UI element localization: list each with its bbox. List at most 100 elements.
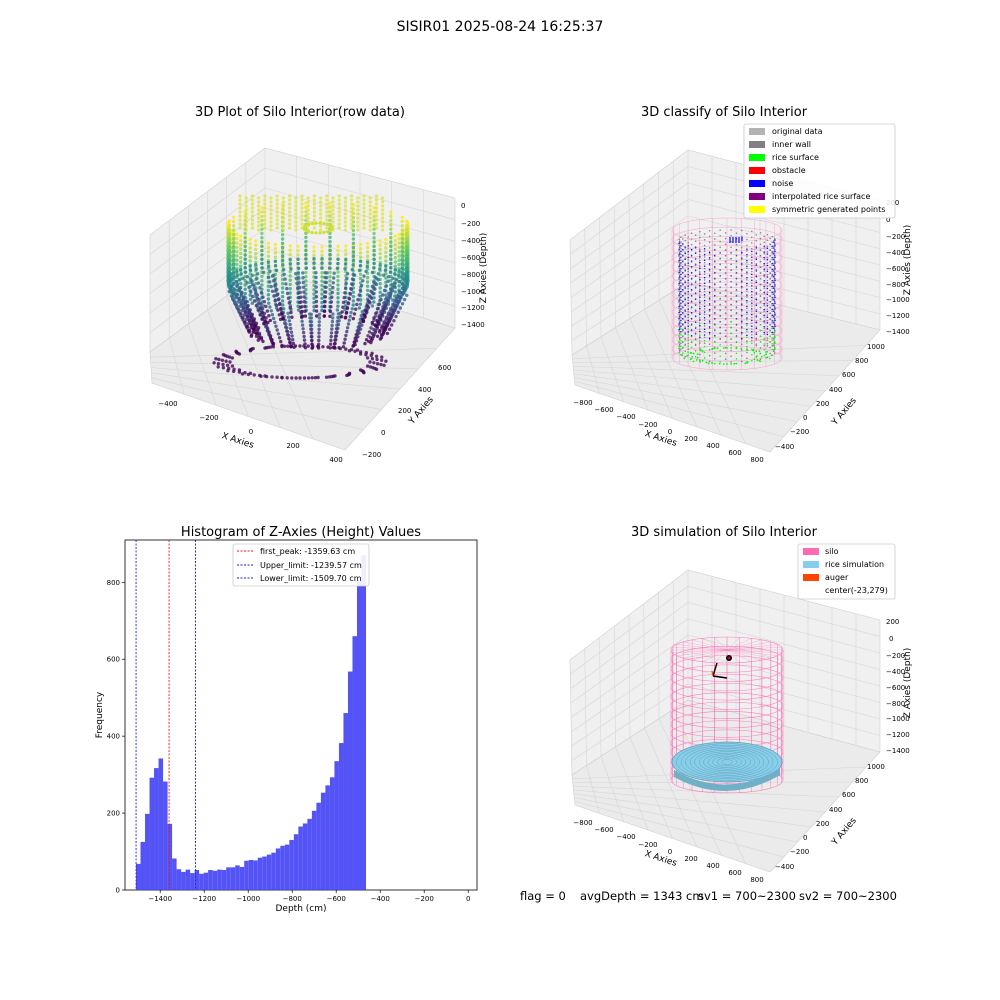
point — [680, 273, 682, 276]
point — [384, 242, 388, 246]
point — [389, 314, 394, 318]
point — [699, 236, 701, 239]
point — [678, 309, 681, 311]
point — [380, 355, 384, 359]
grid-line — [188, 323, 217, 406]
point — [763, 274, 765, 276]
point — [741, 246, 743, 249]
grid-line — [571, 683, 689, 761]
point — [755, 320, 758, 322]
point — [220, 358, 225, 362]
point — [393, 234, 397, 238]
silo-roof-line — [726, 649, 771, 659]
point — [678, 290, 680, 292]
point — [372, 240, 376, 244]
point — [755, 281, 758, 284]
point — [316, 375, 320, 380]
point — [306, 204, 310, 208]
point — [338, 346, 342, 351]
point — [703, 259, 706, 262]
point — [402, 288, 406, 292]
point — [684, 350, 686, 352]
point — [268, 318, 272, 323]
point — [382, 273, 386, 277]
point — [696, 353, 699, 356]
svg-text:1000: 1000 — [867, 343, 885, 351]
point — [330, 295, 334, 299]
point — [238, 194, 242, 198]
point — [281, 208, 285, 212]
point — [680, 319, 682, 322]
point — [682, 307, 684, 309]
grid-line — [574, 797, 798, 843]
point — [694, 280, 697, 283]
point — [398, 306, 402, 310]
point — [383, 327, 387, 331]
point — [308, 323, 313, 328]
point — [312, 249, 316, 253]
point — [361, 319, 366, 324]
point — [686, 355, 688, 357]
point — [774, 302, 776, 304]
point — [763, 333, 765, 335]
point — [694, 274, 697, 277]
point — [381, 224, 385, 228]
point — [703, 322, 706, 325]
histogram-bar — [185, 869, 191, 890]
histogram-bar — [325, 785, 330, 890]
point — [724, 341, 727, 343]
point — [260, 317, 264, 321]
point — [763, 257, 765, 259]
point — [703, 288, 706, 290]
point — [763, 247, 765, 249]
point — [719, 304, 721, 306]
point — [724, 266, 727, 269]
point — [708, 262, 711, 265]
grid-line — [643, 183, 645, 310]
point — [714, 238, 716, 240]
point — [771, 343, 773, 345]
point — [735, 329, 738, 332]
point — [337, 198, 341, 202]
point — [771, 322, 773, 324]
point — [773, 348, 775, 351]
point — [382, 330, 386, 334]
histogram-bar — [217, 869, 222, 890]
point — [275, 328, 279, 332]
point — [275, 226, 279, 230]
point — [389, 257, 393, 261]
point — [263, 210, 267, 214]
point — [769, 243, 771, 245]
point — [394, 314, 398, 319]
point — [771, 251, 773, 253]
point — [372, 257, 376, 261]
point — [766, 253, 769, 255]
rice-mesh — [694, 749, 760, 775]
point — [227, 227, 232, 232]
point — [234, 349, 238, 353]
histogram-bar — [208, 870, 213, 890]
point — [773, 285, 775, 288]
point — [759, 260, 762, 263]
point — [367, 330, 372, 334]
point — [263, 222, 267, 226]
legend-swatch — [803, 561, 819, 568]
point — [230, 277, 234, 281]
point — [252, 373, 256, 377]
histogram-bar — [212, 870, 218, 890]
point — [773, 249, 776, 252]
point — [349, 310, 353, 315]
grid-line — [687, 634, 881, 687]
point — [328, 201, 332, 205]
point — [714, 335, 716, 338]
point — [771, 339, 773, 341]
point — [763, 314, 765, 317]
point — [328, 214, 332, 218]
point — [304, 275, 308, 279]
svg-text:−200: −200 — [886, 233, 905, 241]
point — [766, 331, 769, 333]
point — [345, 276, 349, 281]
point — [358, 247, 363, 251]
point — [680, 308, 682, 310]
point — [290, 315, 294, 319]
